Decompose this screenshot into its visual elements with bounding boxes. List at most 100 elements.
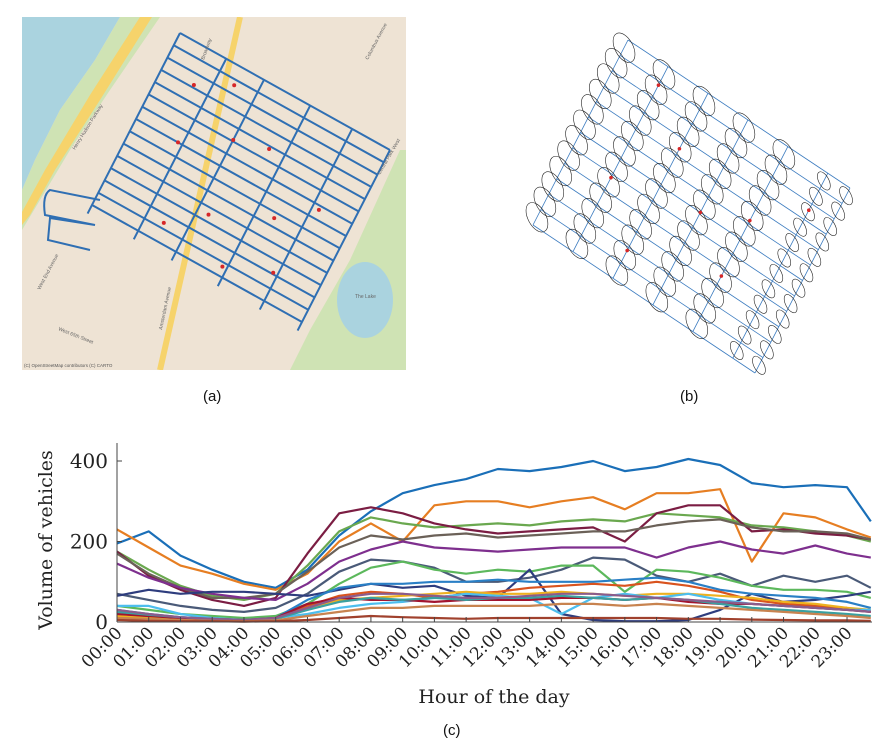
graph-edge [732,173,829,359]
graph-node-ellipse [621,120,644,152]
graph-node-ellipse [823,217,837,236]
graph-sensor-node [625,248,629,253]
graph-node-ellipse [605,255,629,286]
graph-node-ellipse [764,154,788,185]
graph-node-ellipse [621,224,644,255]
graph-node-ellipse [807,247,822,267]
avenue-segment [296,149,391,332]
sensor-node [271,270,276,275]
graph-sensor-node [609,175,613,180]
graph-node-ellipse [775,309,790,329]
graph-node-ellipse [589,182,612,213]
graph-node-ellipse [685,205,708,236]
graph-edge [627,39,851,189]
graph-sensor-node [807,208,811,212]
sensor-node [176,140,180,145]
avenue-segment [86,32,181,215]
graph-node-ellipse [604,48,628,79]
graph-node-ellipse [717,247,740,278]
graph-node-ellipse [761,279,776,299]
graph-node-ellipse [629,105,652,136]
graph-sensor-node [677,146,682,151]
graph-node-ellipse [769,263,784,283]
graph-node-ellipse [636,90,660,121]
street-segment [97,191,309,311]
street-segment [148,93,360,213]
sensor-node [191,82,196,87]
graph-node-ellipse [756,170,780,201]
graph-node-ellipse [737,325,752,345]
street-segment [116,154,328,274]
street-segment [135,118,347,237]
street-segment [141,105,353,225]
graph-node-ellipse [753,294,768,314]
graph-node-ellipse [684,101,708,132]
graph-node-ellipse [791,278,806,298]
graph-edge [572,66,669,252]
graph-sensor-node [698,210,703,215]
graph-node-ellipse [637,193,660,224]
graph-node-ellipse [760,340,774,360]
street-segment [91,204,303,323]
river [22,17,120,190]
graph-edge [692,146,789,332]
avenue-segment [216,105,312,287]
graph-node-ellipse [525,202,549,233]
sensor-node [220,264,225,269]
graph-node-ellipse [685,308,709,339]
graph-node-ellipse [581,198,604,229]
graph-node-ellipse [557,140,580,171]
graph-node-ellipse [565,125,588,156]
graph-node-ellipse [653,266,676,297]
graph-sensor-node [748,218,752,223]
graph-node-ellipse [597,167,620,198]
graph-node-ellipse [629,209,652,240]
panel-label-a: (a) [203,388,222,405]
loop-segment [43,188,101,251]
graph-node-ellipse [677,220,700,251]
street-segment [173,44,385,164]
sensor-node [206,212,211,217]
graph-node-ellipse [730,341,744,360]
graph-node-ellipse [801,202,815,222]
avenue-segment [170,79,265,261]
graph-edge [754,187,851,374]
map-attribution: (C) OpenStreetMap contributors (C) CARTO [24,363,113,368]
graph-node-ellipse [745,310,760,330]
street-segment [154,81,366,201]
graph-node-ellipse [549,155,572,187]
graph-node-ellipse [752,355,766,375]
graph-node-ellipse [799,263,814,283]
sensor-node [232,83,237,88]
graph-node-ellipse [701,174,724,205]
street-segment [160,68,372,188]
road-grid [43,32,391,332]
graph-node-ellipse [581,94,604,125]
graph-node-ellipse [831,201,845,221]
graph-node-ellipse [645,178,668,209]
graph-node-ellipse [709,262,732,293]
sensor-node [316,207,321,212]
graph-node-ellipse [701,277,724,309]
graph-node-ellipse [716,143,740,174]
graph-node-ellipse [733,216,756,247]
graph-edge [532,39,629,226]
graph-node-ellipse [653,163,676,194]
graph-node-ellipse [740,200,764,231]
street-segment [166,56,378,176]
graph-node-ellipse [661,251,684,282]
graph-node-ellipse [541,171,565,202]
avenue-segment [258,128,354,310]
graph-node-ellipse [772,139,796,170]
graph-node-ellipse [693,189,716,220]
graph-node-ellipse [693,293,716,324]
graph-node-ellipse [725,231,748,262]
graph-representation [525,32,853,375]
graph-sensor-node [656,83,661,87]
graph-node-ellipse [793,217,807,237]
panel-label-b: (b) [680,388,699,405]
graph-node-ellipse [644,74,668,105]
graph-node-ellipse [645,282,669,313]
graph-node-ellipse [732,112,756,143]
